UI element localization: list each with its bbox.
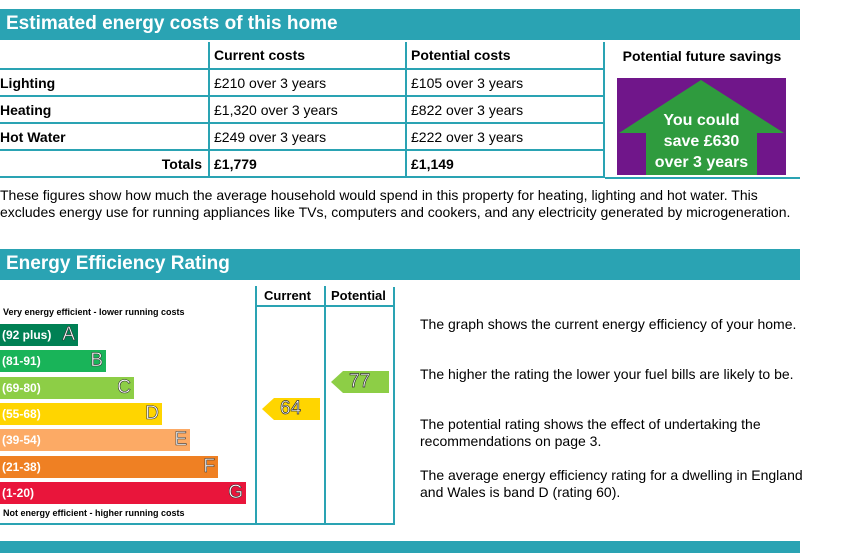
current-column-header: Current bbox=[264, 288, 311, 303]
potential-column-header: Potential bbox=[331, 288, 386, 303]
hot-water-current: £249 over 3 years bbox=[208, 123, 406, 151]
row-label-heating: Heating bbox=[0, 96, 209, 124]
hot-water-potential: £222 over 3 years bbox=[405, 123, 603, 151]
energy-costs-table: Current costs Potential costs Lighting £… bbox=[0, 42, 603, 178]
current-costs-header: Current costs bbox=[208, 42, 406, 70]
savings-line-1: You could bbox=[663, 112, 740, 129]
rating-band-g: (1-20) G bbox=[0, 481, 246, 504]
explanation-4: The average energy efficiency rating for… bbox=[420, 467, 803, 500]
band-letter: B bbox=[90, 350, 103, 372]
band-range-label: (21-38) bbox=[2, 459, 41, 474]
future-savings-header: Potential future savings bbox=[622, 48, 782, 64]
empty-header-cell bbox=[0, 42, 209, 70]
savings-up-arrow-icon bbox=[619, 80, 784, 175]
rating-band-b: (81-91) B bbox=[0, 350, 106, 373]
current-col-left-rule bbox=[255, 286, 257, 525]
energy-costs-heading: Estimated energy costs of this home bbox=[0, 9, 800, 40]
band-letter: A bbox=[62, 324, 75, 346]
potential-rating-arrow-icon bbox=[331, 371, 389, 393]
current-rating-arrow-icon bbox=[262, 398, 320, 420]
row-label-lighting: Lighting bbox=[0, 69, 209, 97]
lighting-potential: £105 over 3 years bbox=[405, 69, 603, 97]
band-range-label: (92 plus) bbox=[2, 328, 52, 342]
band-letter: D bbox=[145, 402, 159, 425]
savings-line-3: over 3 years bbox=[654, 154, 749, 171]
efficiency-rating-heading: Energy Efficiency Rating bbox=[0, 249, 800, 280]
band-range-label: (55-68) bbox=[2, 406, 41, 421]
explanation-3: The potential rating shows the effect of… bbox=[420, 416, 761, 449]
explanation-2: The higher the rating the lower your fue… bbox=[420, 366, 794, 382]
savings-message: You could save £630 over 3 years bbox=[617, 110, 786, 173]
totals-potential: £1,149 bbox=[405, 150, 603, 178]
row-label-hot-water: Hot Water bbox=[0, 123, 209, 151]
costs-footnote: These figures show how much the average … bbox=[0, 187, 791, 220]
rating-band-f: (21-38) F bbox=[0, 455, 218, 478]
rating-band-d: (55-68) D bbox=[0, 403, 162, 425]
rating-chart-frame bbox=[0, 287, 395, 525]
savings-divider bbox=[603, 42, 605, 178]
next-section-bar bbox=[0, 541, 800, 553]
rating-band-c: (69-80) C bbox=[0, 376, 134, 399]
heating-potential: £822 over 3 years bbox=[405, 96, 603, 124]
band-range-label: (39-54) bbox=[2, 433, 41, 448]
current-rating-value: 64 bbox=[280, 398, 302, 420]
band-range-label: (81-91) bbox=[2, 354, 41, 369]
top-efficiency-label: Very energy efficient - lower running co… bbox=[3, 307, 185, 317]
totals-current: £1,779 bbox=[208, 150, 406, 178]
band-range-label: (1-20) bbox=[2, 485, 35, 500]
potential-costs-header: Potential costs bbox=[405, 42, 603, 70]
totals-label: Totals bbox=[0, 150, 209, 178]
savings-line-2: save £630 bbox=[663, 133, 740, 150]
column-header-rule bbox=[255, 305, 395, 307]
savings-bottom-rule bbox=[605, 177, 800, 179]
potential-col-left-rule bbox=[324, 286, 326, 525]
band-letter: E bbox=[174, 429, 187, 451]
band-letter: C bbox=[117, 376, 131, 398]
rating-band-a: (92 plus) A bbox=[0, 324, 78, 346]
rating-band-e: (39-54) E bbox=[0, 429, 190, 452]
band-letter: G bbox=[228, 481, 243, 503]
explanation-1: The graph shows the current energy effic… bbox=[420, 316, 797, 332]
bottom-efficiency-label: Not energy efficient - higher running co… bbox=[3, 508, 185, 518]
lighting-current: £210 over 3 years bbox=[208, 69, 406, 97]
potential-rating-value: 77 bbox=[349, 371, 371, 393]
band-range-label: (69-80) bbox=[2, 380, 41, 395]
heating-current: £1,320 over 3 years bbox=[208, 96, 406, 124]
band-letter: F bbox=[203, 455, 215, 477]
